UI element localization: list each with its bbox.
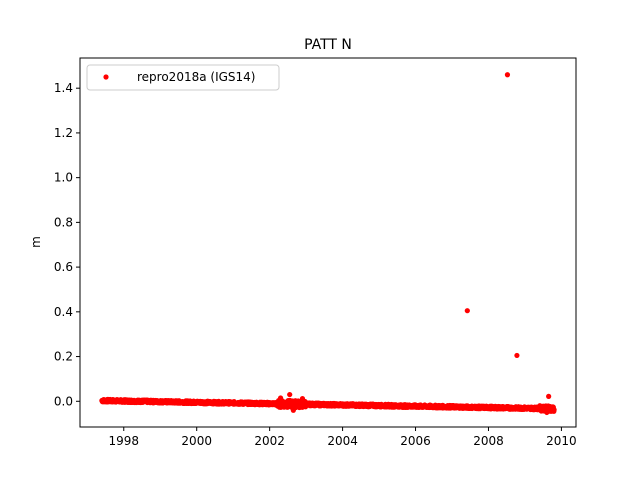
- outlier-point: [544, 409, 550, 416]
- plot-frame: [79, 57, 577, 428]
- y-tick-label: 0.4: [54, 305, 73, 319]
- outlier-point: [299, 395, 306, 402]
- x-tick-label: 2000: [181, 434, 212, 448]
- outlier-point: [464, 308, 470, 314]
- y-tick-label: 0.6: [54, 260, 73, 274]
- data-point: [551, 407, 557, 413]
- y-tick-label: 0.0: [54, 394, 73, 408]
- y-tick-label: 1.2: [54, 126, 73, 140]
- legend-label: repro2018a (IGS14): [137, 70, 255, 84]
- outlier-point: [504, 72, 511, 78]
- chart-title: PATT N: [304, 37, 352, 53]
- outlier-point: [287, 391, 293, 398]
- x-tick-label: 2004: [327, 434, 358, 448]
- outlier-point: [277, 395, 284, 401]
- series-points: [99, 72, 557, 416]
- plot-area: 1998 2000 2002 2004 2006 2008 2010 0.0 0.2 0.4 0.6…: [54, 72, 577, 448]
- x-tick-label: 2002: [254, 434, 285, 448]
- x-tick-label: 2010: [546, 434, 577, 448]
- y-axis-label: m: [29, 236, 43, 248]
- y-tick-label: 1.4: [54, 81, 73, 95]
- x-tick-label: 2006: [400, 434, 431, 448]
- outlier-point: [514, 352, 520, 359]
- legend-box: [86, 64, 280, 91]
- y-tick-label: 0.2: [54, 350, 73, 364]
- x-tick-label: 2008: [473, 434, 504, 448]
- x-tick-label: 1998: [108, 434, 139, 448]
- y-tick-label: 1.0: [54, 171, 73, 185]
- legend-marker: [103, 74, 109, 80]
- y-tick-label: 0.8: [54, 215, 73, 229]
- outlier-point: [546, 393, 552, 399]
- legend: repro2018a (IGS14): [86, 64, 280, 91]
- outlier-point: [290, 407, 296, 413]
